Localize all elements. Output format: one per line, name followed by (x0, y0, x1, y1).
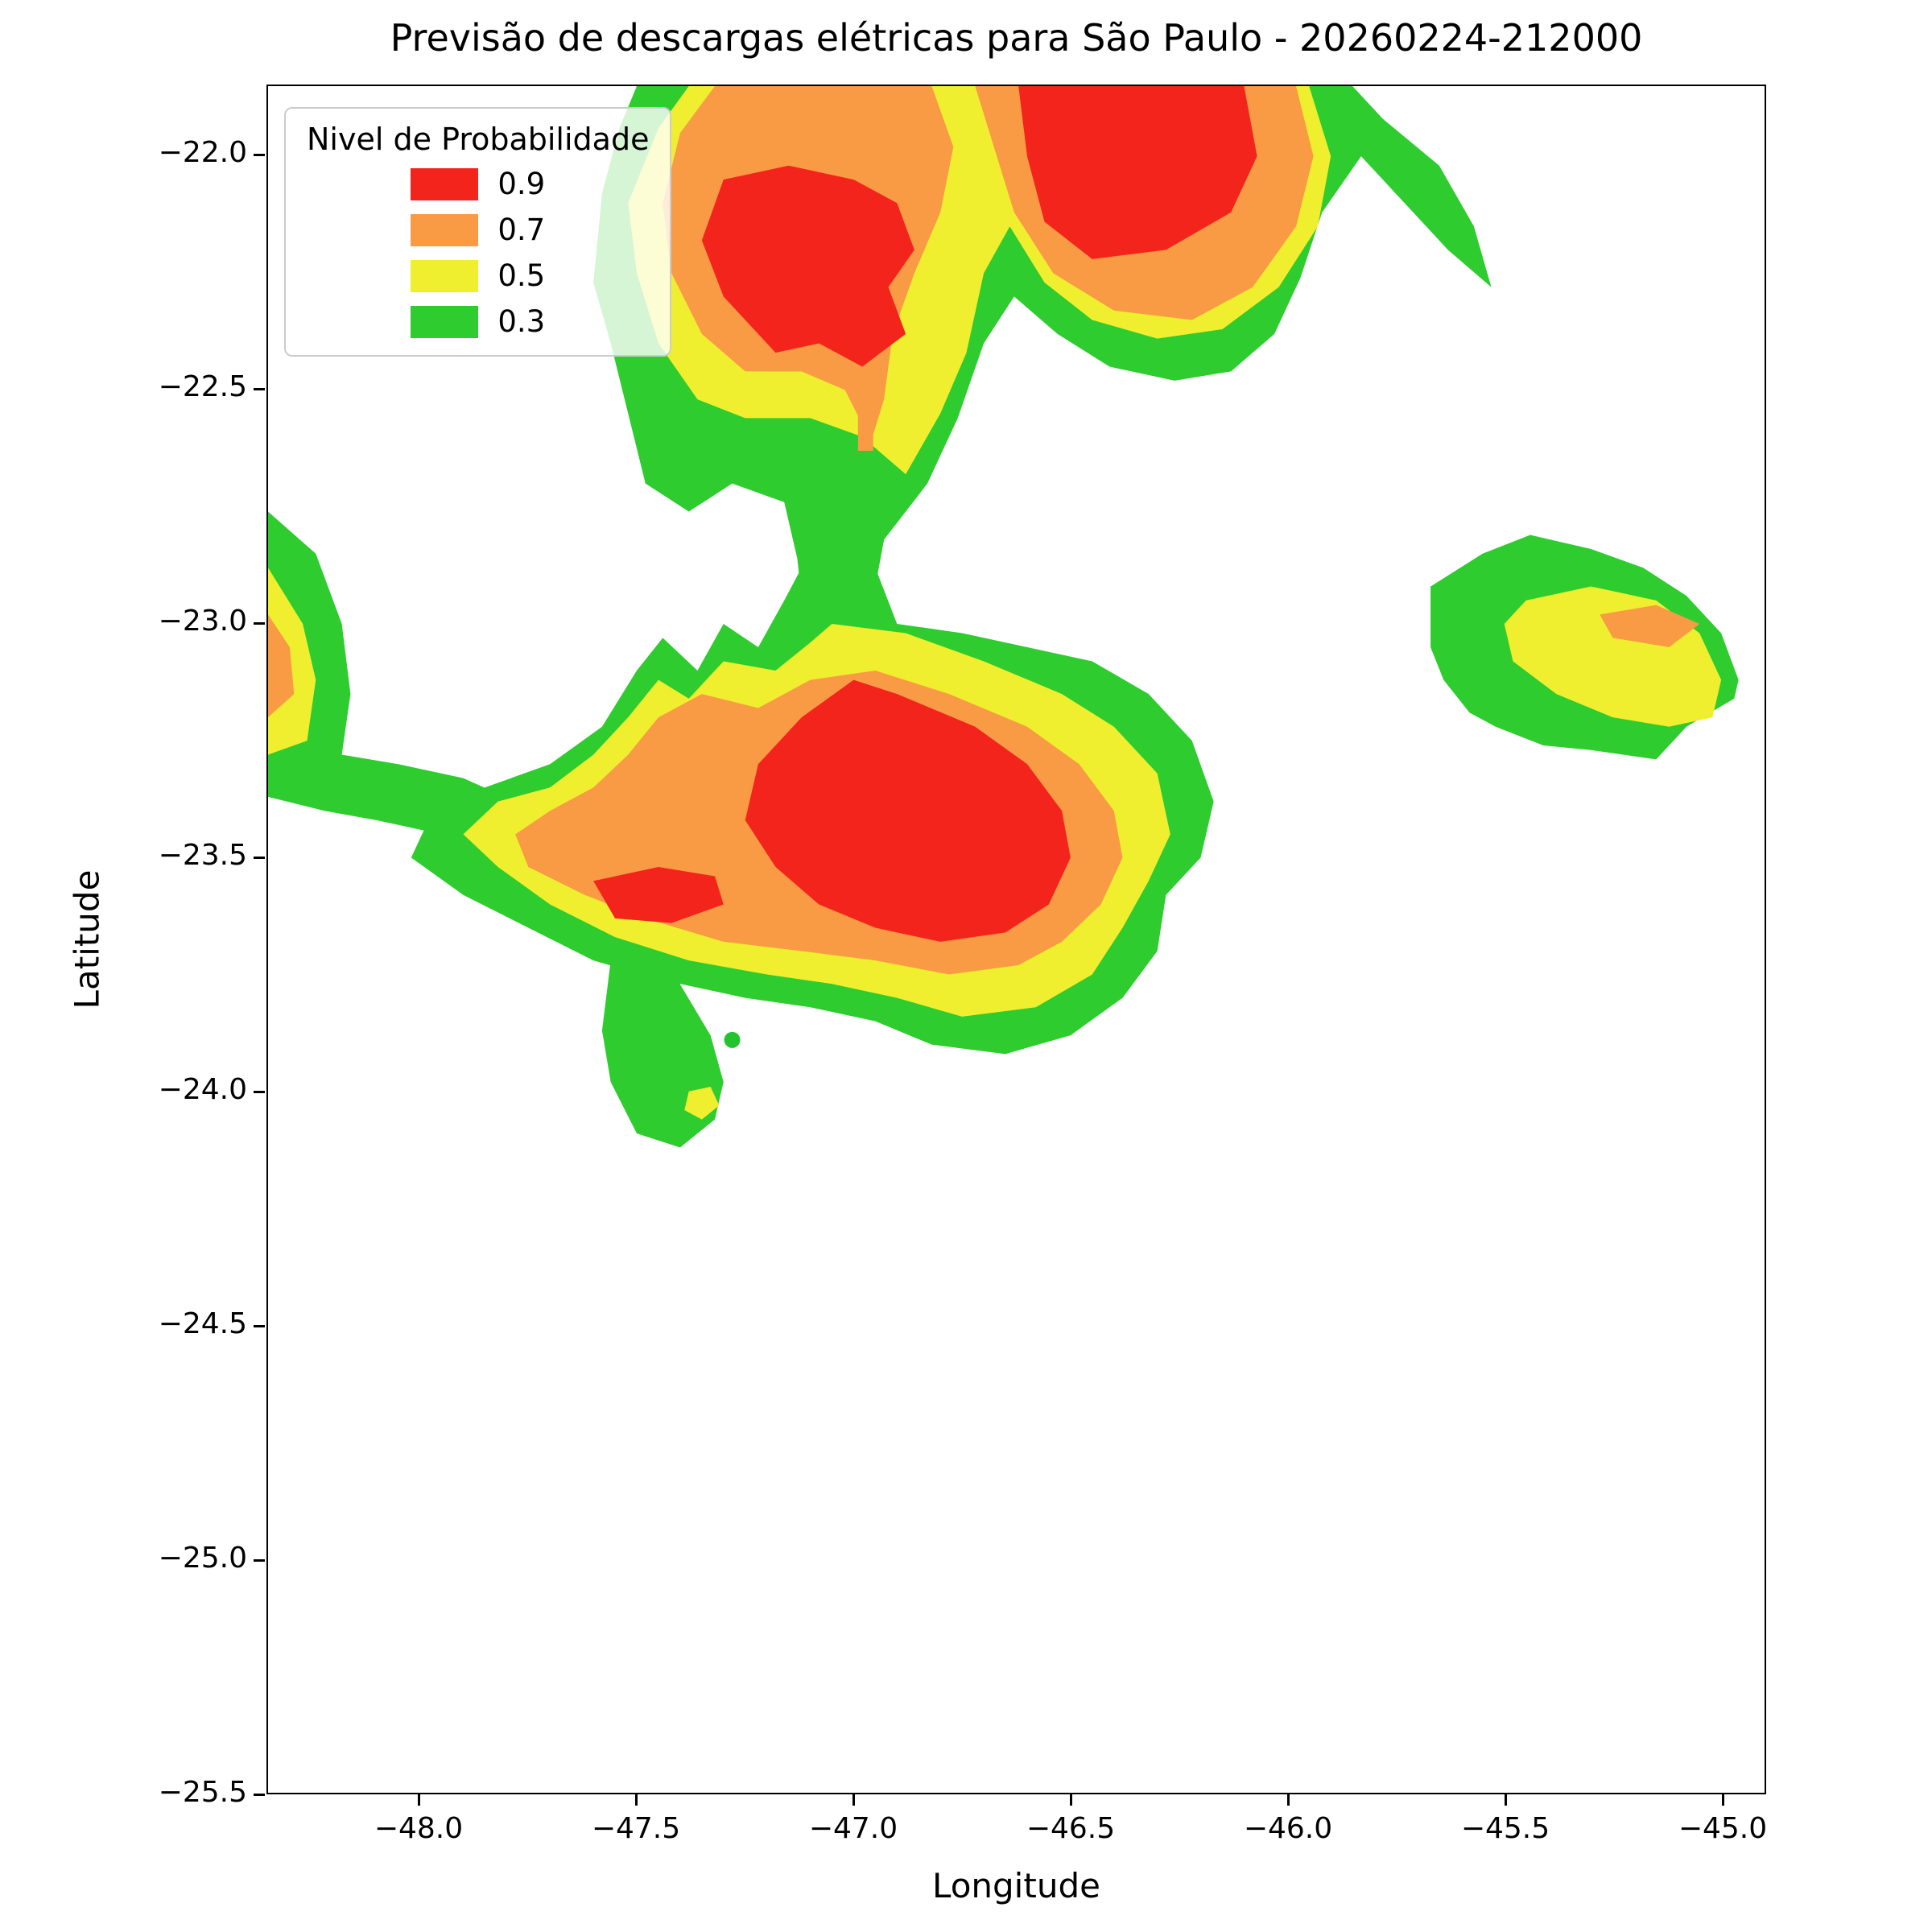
legend-title: Nivel de Probabilidade (307, 122, 650, 157)
y-tick-mark (254, 1324, 265, 1327)
y-tick-label: −24.5 (158, 1307, 247, 1341)
y-tick-label: −23.0 (158, 605, 247, 638)
contour-region-west-crescent-green (268, 511, 516, 848)
contour-region-northwest-core-red (701, 165, 914, 367)
x-tick-mark (1504, 1794, 1507, 1806)
legend-swatch-icon (411, 213, 479, 246)
y-tick-mark (254, 1090, 265, 1093)
contour-region-central-core-red (745, 679, 1071, 942)
y-tick-label: −22.5 (158, 370, 247, 404)
legend: Nivel de Probabilidade 0.9 0.7 0.5 0.3 (284, 107, 672, 357)
contour-region-appendage-yellow-speck (684, 1086, 720, 1120)
y-tick-mark (254, 1793, 265, 1796)
legend-entry-label: 0.9 (497, 167, 546, 201)
y-tick-mark (254, 387, 265, 390)
legend-entry: 0.5 (411, 258, 545, 293)
x-tick-mark (417, 1794, 420, 1806)
legend-entry: 0.9 (411, 167, 545, 201)
chart-title: Previsão de descargas elétricas para São… (390, 16, 1643, 60)
x-tick-mark (852, 1794, 855, 1806)
x-tick-mark (1721, 1794, 1724, 1806)
y-tick-mark (254, 856, 265, 859)
y-tick-label: −22.0 (158, 136, 247, 170)
contour-region-west-crescent-yellow (268, 568, 316, 755)
x-tick-label: −46.5 (1026, 1812, 1116, 1845)
plot-area: Nivel de Probabilidade 0.9 0.7 0.5 0.3 (266, 85, 1766, 1794)
x-tick-label: −45.0 (1678, 1812, 1768, 1845)
contour-region-central-west-core-red (593, 866, 724, 923)
legend-entry-label: 0.5 (497, 258, 546, 293)
legend-rows: 0.9 0.7 0.5 0.3 (411, 167, 545, 339)
y-tick-label: −25.5 (158, 1776, 247, 1809)
x-tick-label: −48.0 (374, 1812, 464, 1845)
legend-swatch-icon (411, 305, 479, 338)
contour-region-east-blob-orange (1600, 605, 1700, 647)
x-tick-label: −45.5 (1460, 1812, 1550, 1845)
contour-layer (268, 86, 1739, 1148)
x-tick-label: −47.5 (591, 1812, 681, 1845)
legend-swatch-icon (411, 259, 479, 292)
x-tick-mark (1286, 1794, 1290, 1806)
y-tick-label: −24.0 (158, 1073, 247, 1107)
x-tick-label: −47.0 (808, 1812, 898, 1845)
contour-region-northeast-core-red (1018, 86, 1257, 259)
contour-region-west-crescent-orange (268, 614, 295, 718)
legend-swatch-icon (411, 167, 479, 200)
contour-region-thin-orange-streak (857, 390, 873, 452)
y-tick-mark (254, 621, 265, 625)
x-tick-mark (634, 1794, 638, 1806)
x-axis-label: Longitude (932, 1866, 1100, 1905)
legend-entry-label: 0.3 (497, 304, 546, 339)
y-axis-label: Latitude (67, 869, 107, 1009)
y-tick-mark (254, 1558, 265, 1562)
legend-entry-label: 0.7 (497, 213, 546, 247)
legend-entry: 0.3 (411, 304, 545, 339)
x-tick-mark (1069, 1794, 1072, 1806)
y-tick-label: −25.0 (158, 1542, 247, 1575)
legend-entry: 0.7 (411, 213, 545, 247)
y-tick-mark (254, 153, 265, 156)
y-tick-label: −23.5 (158, 839, 247, 873)
location-marker (724, 1031, 741, 1048)
x-tick-label: −46.0 (1243, 1812, 1333, 1845)
